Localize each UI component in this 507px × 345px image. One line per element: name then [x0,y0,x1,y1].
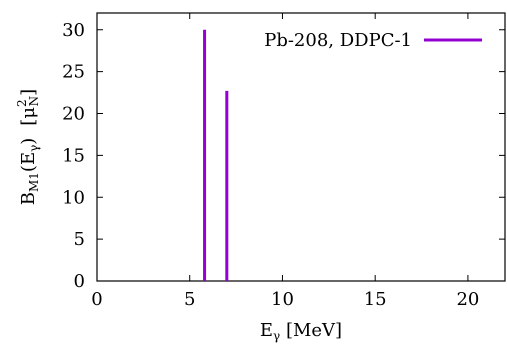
y-tick-label: 10 [62,187,85,208]
x-tick-label: 0 [91,289,102,310]
axis-ticks [96,13,505,282]
y-axis-label: BM1(Eγ)[μ2N] [15,89,41,205]
x-tick-label: 5 [184,289,195,310]
y-tick-label: 0 [74,271,85,292]
legend: Pb-208, DDPC-1 [264,30,482,51]
axis-tick-labels: 0 5 10 15 20 0 5 10 15 20 25 30 [62,20,479,310]
y-tick-label: 15 [62,145,85,166]
x-tick-label: 15 [364,289,387,310]
plot-frame [96,12,506,282]
y-tick-label: 20 [62,104,85,125]
y-tick-label: 30 [62,20,85,41]
y-tick-label: 5 [74,229,85,250]
data-bars [203,29,229,281]
y-tick-label: 25 [62,62,85,83]
legend-label: Pb-208, DDPC-1 [264,30,412,51]
x-tick-label: 10 [271,289,294,310]
x-tick-label: 20 [456,289,479,310]
x-axis-label: Eγ [MeV] [260,320,342,343]
